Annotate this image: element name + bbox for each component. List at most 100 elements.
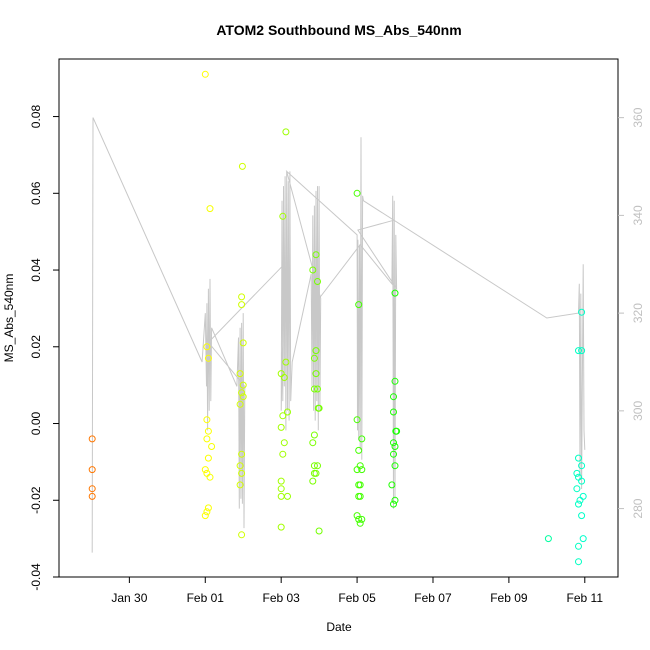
data-point-50: [314, 278, 321, 285]
data-point-55: [314, 385, 321, 393]
data-point-94: [390, 500, 397, 508]
data-point-102: [575, 473, 582, 481]
data-point-32: [238, 531, 246, 539]
data-point-24: [239, 381, 247, 389]
data-point-54: [310, 385, 318, 393]
data-point-70: [355, 446, 363, 454]
data-point-89: [391, 443, 399, 450]
data-point-88: [390, 439, 397, 447]
data-point-106: [576, 496, 584, 504]
data-point-37: [280, 374, 288, 381]
y2-tick-label: 340: [631, 205, 645, 225]
x-tick-label: Jan 30: [111, 591, 147, 605]
data-point-110: [575, 542, 582, 550]
data-point-18: [201, 512, 209, 520]
data-point-107: [575, 500, 582, 508]
y2-tick-label: 360: [631, 107, 645, 127]
x-axis: Jan 30 Feb 01 Feb 03 Feb 05 Feb 07 Feb 09 Feb …: [111, 576, 603, 605]
data-point-108: [578, 512, 586, 520]
data-point-91: [391, 462, 399, 470]
x-tick-label: Feb 01: [187, 591, 225, 605]
y-tick-label: 0.00: [29, 412, 43, 436]
data-point-96: [575, 347, 582, 355]
y-tick-label: 0.06: [29, 181, 43, 205]
data-point-0: [88, 435, 96, 443]
data-point-100: [578, 462, 586, 470]
data-point-21: [238, 301, 246, 309]
data-point-93: [391, 496, 399, 504]
y-tick-label: -0.04: [29, 563, 43, 591]
data-point-7: [204, 354, 212, 362]
y-tick-label: 0.04: [29, 258, 43, 282]
data-point-84: [390, 393, 397, 401]
data-point-43: [277, 477, 285, 485]
x-tick-label: Feb 07: [414, 591, 452, 605]
data-point-83: [391, 377, 399, 385]
data-point-48: [312, 251, 320, 259]
data-point-109: [579, 535, 587, 543]
data-point-67: [355, 301, 363, 309]
right-y-axis: 280 300 320 340 360: [618, 107, 645, 519]
data-point-68: [353, 416, 361, 424]
data-point-111: [575, 558, 582, 566]
y2-tick-label: 280: [631, 498, 645, 518]
data-point-25: [238, 389, 246, 397]
chart-title: ATOM2 Southbound MS_Abs_540nm: [216, 22, 461, 38]
data-point-8: [203, 416, 211, 424]
data-point-46: [284, 492, 291, 500]
data-point-71: [356, 462, 364, 470]
y2-tick-label: 320: [631, 303, 645, 323]
data-point-79: [355, 515, 363, 523]
data-point-15: [206, 473, 214, 481]
data-point-11: [208, 443, 216, 450]
data-point-57: [314, 404, 322, 412]
y2-tick-label: 300: [631, 401, 645, 421]
y-axis-label: MS_Abs_540nm: [2, 274, 16, 363]
overlay-lines: [91, 117, 586, 553]
data-point-97: [578, 308, 586, 316]
data-point-98: [578, 347, 586, 355]
data-point-72: [353, 466, 361, 474]
data-point-60: [310, 462, 318, 470]
data-point-10: [203, 435, 211, 443]
data-point-64: [309, 477, 317, 485]
x-tick-label: Feb 05: [338, 591, 376, 605]
data-point-77: [356, 492, 364, 500]
data-point-30: [238, 469, 246, 477]
data-point-12: [204, 454, 212, 462]
data-point-29: [236, 462, 244, 470]
data-point-92: [388, 481, 396, 489]
overlay-line-series-1: [318, 195, 398, 509]
data-point-65: [315, 527, 323, 535]
data-point-42: [279, 450, 287, 458]
plot-frame: [58, 58, 619, 578]
data-point-52: [310, 354, 318, 362]
data-point-104: [573, 485, 581, 493]
data-point-85: [390, 408, 397, 416]
data-point-101: [573, 469, 581, 477]
data-point-33: [282, 128, 290, 136]
data-point-27: [236, 400, 244, 408]
data-point-23: [236, 370, 244, 378]
data-point-78: [353, 512, 361, 520]
data-point-34: [279, 212, 287, 220]
data-point-9: [204, 427, 212, 435]
data-points: [88, 70, 587, 566]
data-point-90: [390, 450, 397, 458]
data-point-69: [358, 435, 366, 443]
overlay-line-series-0: [91, 117, 586, 553]
data-point-28: [238, 450, 246, 458]
data-point-87: [392, 427, 400, 435]
data-point-63: [310, 469, 318, 477]
data-point-35: [282, 358, 290, 366]
x-axis-label: Date: [326, 620, 352, 634]
data-point-80: [358, 515, 366, 523]
data-point-82: [391, 289, 399, 297]
y-axis: -0.04 -0.02 0.00 0.02 0.04 0.06 0.08: [29, 105, 59, 591]
data-point-20: [238, 293, 246, 301]
data-point-40: [277, 423, 285, 431]
data-point-5: [206, 205, 214, 213]
data-point-38: [284, 408, 291, 416]
data-point-44: [277, 485, 285, 493]
